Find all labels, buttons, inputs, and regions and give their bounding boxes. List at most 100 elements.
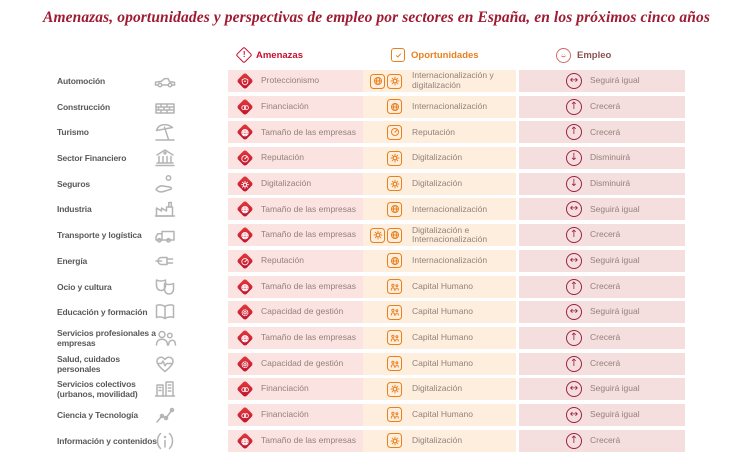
employment-cell: ↔ Seguirá igual [519, 378, 685, 401]
sector-rows: Automoción Proteccionismo Internacionali… [0, 70, 753, 455]
table-row: Transporte y logística Tamaño de las emp… [0, 224, 753, 247]
opportunity-label: Internacionalización y digitalización [412, 70, 494, 90]
column-header-empleo: Empleo [556, 47, 611, 63]
gear-icon [387, 433, 402, 449]
sector-label: Turismo [57, 127, 89, 138]
grid-globe-icon [241, 128, 250, 137]
threat-label: Tamaño de las empresas [261, 434, 356, 445]
table-row: Sector Financiero Reputación Digitalizac… [0, 147, 753, 170]
page-title: Amenazas, oportunidades y perspectivas d… [43, 9, 710, 26]
coins-icon [241, 385, 250, 394]
opportunity-label: Capital Humano [412, 280, 473, 291]
threat-cell: Reputación [228, 147, 363, 170]
sector-label: Ciencia y Tecnología [57, 409, 138, 420]
threat-cell: Tamaño de las empresas [228, 275, 363, 298]
grid-globe-icon [241, 436, 250, 445]
threat-cell: Tamaño de las empresas [228, 224, 363, 247]
globe-icon [370, 73, 385, 89]
employment-cell: ↔ Seguirá igual [519, 70, 685, 92]
employment-label: Seguirá igual [590, 383, 640, 394]
opportunity-cell: Capital Humano [363, 352, 516, 375]
threat-label: Financiación [261, 409, 309, 420]
threat-cell: Proteccionismo [228, 70, 363, 92]
employment-cell: ↑ Crecerá [519, 429, 685, 452]
threat-cell: Tamaño de las empresas [228, 326, 363, 349]
people-icon [387, 279, 402, 294]
table-row: Ocio y cultura Tamaño de las empresas Ca… [0, 275, 753, 298]
sector-label: Transporte y logística [57, 230, 142, 241]
table-row: Seguros Digitalización Digitalización ↓ … [0, 172, 753, 195]
sector-label: Energía [57, 255, 88, 266]
threat-cell: Financiación [228, 403, 363, 426]
opportunity-cell: Digitalización [363, 172, 516, 195]
threat-label: Reputación [261, 255, 305, 266]
employment-label: Disminuirá [590, 152, 631, 163]
opportunity-label: Digitalización [412, 177, 463, 188]
sector-label: Industria [57, 204, 92, 215]
employment-label: Disminuirá [590, 177, 631, 188]
employment-label: Crecerá [590, 280, 621, 291]
opportunity-label: Digitalización [412, 434, 463, 445]
coins-icon [241, 410, 250, 419]
table-row: Turismo Tamaño de las empresas Reputació… [0, 119, 753, 145]
sector-label: Seguros [57, 178, 90, 189]
gauge-icon [387, 124, 402, 140]
umbrella-icon [149, 119, 181, 145]
employment-cell: ↑ Crecerá [519, 275, 685, 298]
gear-icon [370, 227, 385, 243]
people-icon [387, 304, 402, 320]
table-row: Salud, cuidados personales Capacidad de … [0, 352, 753, 375]
opportunity-cell: Capital Humano [363, 403, 516, 426]
opportunity-label: Internacionalización [412, 100, 488, 111]
opportunity-label: Capital Humano [412, 357, 473, 368]
threat-label: Digitalización [261, 177, 312, 188]
employment-label: Seguirá igual [590, 75, 640, 86]
globe-icon [387, 253, 402, 269]
opportunity-cell: Capital Humano [363, 275, 516, 298]
science-chart-icon [149, 402, 181, 428]
threat-label: Financiación [261, 100, 309, 111]
cog-icon [241, 308, 250, 317]
cog-icon [241, 359, 250, 368]
info-icon [149, 428, 181, 454]
column-header-oportunidades: Oportunidades [391, 47, 479, 63]
table-row: Información y contenidos Tamaño de las e… [0, 428, 753, 454]
threat-cell: Reputación [228, 249, 363, 272]
opportunity-label: Digitalización e Internacionalización [412, 224, 488, 245]
employment-cell: ↔ Seguirá igual [519, 198, 685, 221]
checkbox-icon [391, 48, 405, 62]
opportunity-label: Capital Humano [412, 409, 473, 420]
column-header-label: Amenazas [256, 49, 303, 61]
table-row: Ciencia y Tecnología Financiación Capita… [0, 402, 753, 428]
opportunity-cell: Digitalización e Internacionalización [363, 224, 516, 247]
shield-icon [241, 77, 250, 86]
arrow-both-icon: ↔ [566, 252, 582, 269]
employment-cell: ↔ Seguirá igual [519, 301, 685, 324]
table-row: Automoción Proteccionismo Internacionali… [0, 70, 753, 92]
threat-label: Tamaño de las empresas [261, 126, 356, 137]
people-icon [387, 356, 402, 372]
opportunity-cell: Internacionalización [363, 198, 516, 221]
opportunity-cell: Capital Humano [363, 326, 516, 349]
sector-label: Construcción [57, 101, 110, 112]
gear-icon [387, 176, 402, 192]
grid-globe-icon [241, 333, 250, 342]
arrow-both-icon: ↔ [566, 406, 582, 423]
arrow-up-icon: ↑ [566, 432, 582, 449]
opportunity-cell: Internacionalización [363, 95, 516, 118]
column-header-amenazas: ! Amenazas [235, 46, 303, 64]
opportunity-cell: Digitalización [363, 429, 516, 452]
globe-icon [387, 99, 402, 115]
employment-label: Crecerá [590, 434, 621, 445]
threat-label: Tamaño de las empresas [261, 332, 356, 343]
grid-globe-icon [241, 231, 250, 240]
globe-icon [387, 201, 402, 217]
opportunity-label: Digitalización [412, 383, 463, 394]
threat-label: Financiación [261, 383, 309, 394]
employment-label: Seguirá igual [590, 306, 640, 317]
threat-label: Tamaño de las empresas [261, 280, 356, 291]
sector-label: Servicios colectivos (urbanos, movilidad… [57, 379, 138, 400]
grid-globe-icon [241, 205, 250, 214]
employment-label: Crecerá [590, 126, 621, 137]
